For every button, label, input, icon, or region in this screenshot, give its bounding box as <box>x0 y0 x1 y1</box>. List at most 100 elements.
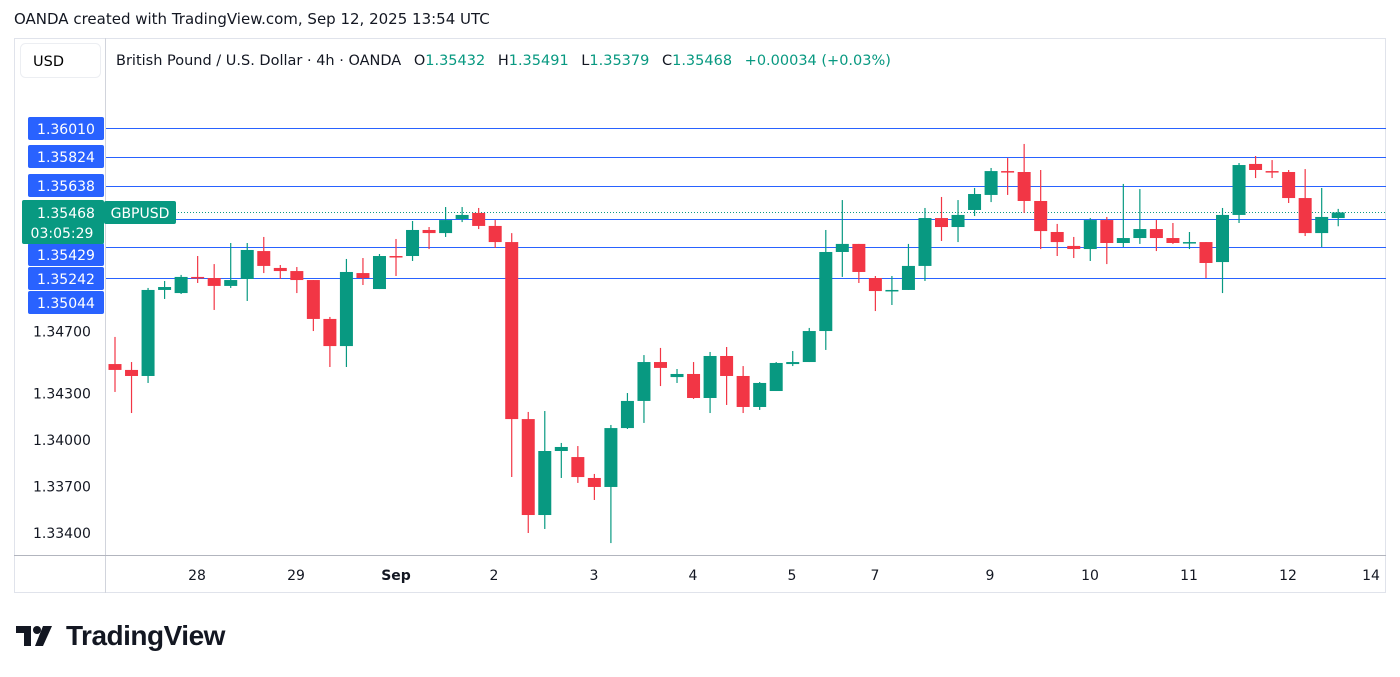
candle-body <box>1050 231 1064 243</box>
candle-body <box>901 265 915 290</box>
candle-bearish <box>422 227 436 250</box>
candle-body <box>422 229 436 234</box>
candle-body <box>802 331 816 363</box>
candle-body <box>868 278 882 292</box>
price-tick-label: 1.34000 <box>33 433 91 449</box>
horizontal-lines <box>106 128 1386 279</box>
candle-bearish <box>108 336 122 392</box>
candle-bullish <box>901 243 915 290</box>
candle-body <box>984 171 998 195</box>
price-line-label[interactable]: 1.35044 <box>28 291 104 314</box>
candle-bearish <box>571 446 585 483</box>
candle-bullish <box>637 355 651 423</box>
candle-bullish <box>224 242 238 288</box>
candle-body <box>736 375 750 407</box>
price-line-label[interactable]: 1.35242 <box>28 267 104 290</box>
candle-bullish <box>835 200 849 277</box>
candle-body <box>885 289 899 292</box>
candle-bullish <box>1315 187 1329 248</box>
candle-body <box>1116 238 1130 243</box>
candle-body <box>372 256 386 290</box>
candle-bearish <box>852 243 866 283</box>
tradingview-logo-icon <box>16 626 52 646</box>
candle-body <box>571 457 585 478</box>
price-line-label[interactable]: 1.36010 <box>28 117 104 140</box>
candle-body <box>968 194 982 210</box>
tradingview-logo-text: TradingView <box>66 620 225 651</box>
candle-bearish <box>521 411 535 533</box>
candle-body <box>339 271 353 347</box>
price-line-value: 1.36010 <box>37 122 95 138</box>
price-tick-label: 1.34700 <box>33 325 91 341</box>
candle-body <box>191 276 205 279</box>
candle-body <box>125 369 139 376</box>
candle-body <box>257 251 271 266</box>
candle-bullish <box>174 274 188 294</box>
candle-body <box>1265 171 1279 173</box>
candle-body <box>1249 163 1263 170</box>
candle-body <box>290 271 304 281</box>
candle-body <box>687 373 701 398</box>
price-line-label[interactable]: 1.35824 <box>28 145 104 168</box>
candle-body <box>323 318 337 347</box>
tradingview-logo[interactable]: TradingView <box>16 620 225 652</box>
candle-body <box>1083 220 1097 250</box>
time-tick-label: 29 <box>287 568 305 584</box>
candle-bullish <box>968 187 982 217</box>
currency-button[interactable] <box>20 43 101 78</box>
time-tick-label: 14 <box>1362 568 1380 584</box>
current-price-label: 1.35468 03:05:29 GBPUSD <box>22 200 176 244</box>
candle-bearish <box>472 207 486 230</box>
price-line-value: 1.35242 <box>37 272 95 288</box>
time-tick-label: 9 <box>986 568 995 584</box>
candle-body <box>488 225 502 243</box>
candle-bullish <box>1331 208 1345 227</box>
candle-bearish <box>935 196 948 241</box>
candle-body <box>505 242 519 420</box>
candle-bearish <box>323 316 337 367</box>
candle-body <box>1199 242 1213 263</box>
candle-bearish <box>1067 236 1081 259</box>
candle-body <box>951 214 965 228</box>
time-tick-label: 5 <box>788 568 797 584</box>
time-tick-label: 2 <box>490 568 499 584</box>
candle-body <box>141 289 155 376</box>
candle-bullish <box>753 382 767 410</box>
candle-bullish <box>141 287 155 383</box>
time-tick-label: 12 <box>1279 568 1297 584</box>
low-value: 1.35379 <box>589 53 649 69</box>
symbol-label: GBPUSD <box>111 206 170 222</box>
candle-bullish <box>703 351 717 414</box>
candle-body <box>1017 172 1031 201</box>
candle-body <box>174 276 188 294</box>
candle-bullish <box>339 258 353 367</box>
candle-bearish <box>653 347 667 387</box>
candle-bearish <box>868 276 882 312</box>
candle-bullish <box>802 327 816 363</box>
candle-bearish <box>736 366 750 414</box>
candle-body <box>852 243 866 272</box>
candle-body <box>273 267 287 272</box>
candle-body <box>306 280 320 319</box>
candle-body <box>918 218 932 266</box>
candle-bullish <box>1216 207 1230 294</box>
candle-body <box>587 477 601 487</box>
candle-body <box>1166 238 1180 243</box>
price-line-label[interactable]: 1.35638 <box>28 174 104 197</box>
candle-bullish <box>951 200 965 243</box>
price-line-label[interactable]: 1.35429 <box>28 243 104 266</box>
candle-bearish <box>505 233 519 478</box>
change-value: +0.00034 (+0.03%) <box>745 53 891 69</box>
price-tick-label: 1.33400 <box>33 526 91 542</box>
price-tick-label: 1.34300 <box>33 387 91 403</box>
candle-bearish <box>687 362 701 399</box>
candle-body <box>1216 214 1230 263</box>
candle-bearish <box>1249 156 1263 179</box>
candle-body <box>703 355 717 398</box>
candle-bearish <box>1298 169 1312 237</box>
candle-body <box>455 214 469 219</box>
price-axis-ticks: 1.34700 1.34300 1.34000 1.33700 1.33400 <box>33 325 91 543</box>
candle-bullish <box>1133 189 1147 244</box>
candle-bearish <box>306 280 320 332</box>
